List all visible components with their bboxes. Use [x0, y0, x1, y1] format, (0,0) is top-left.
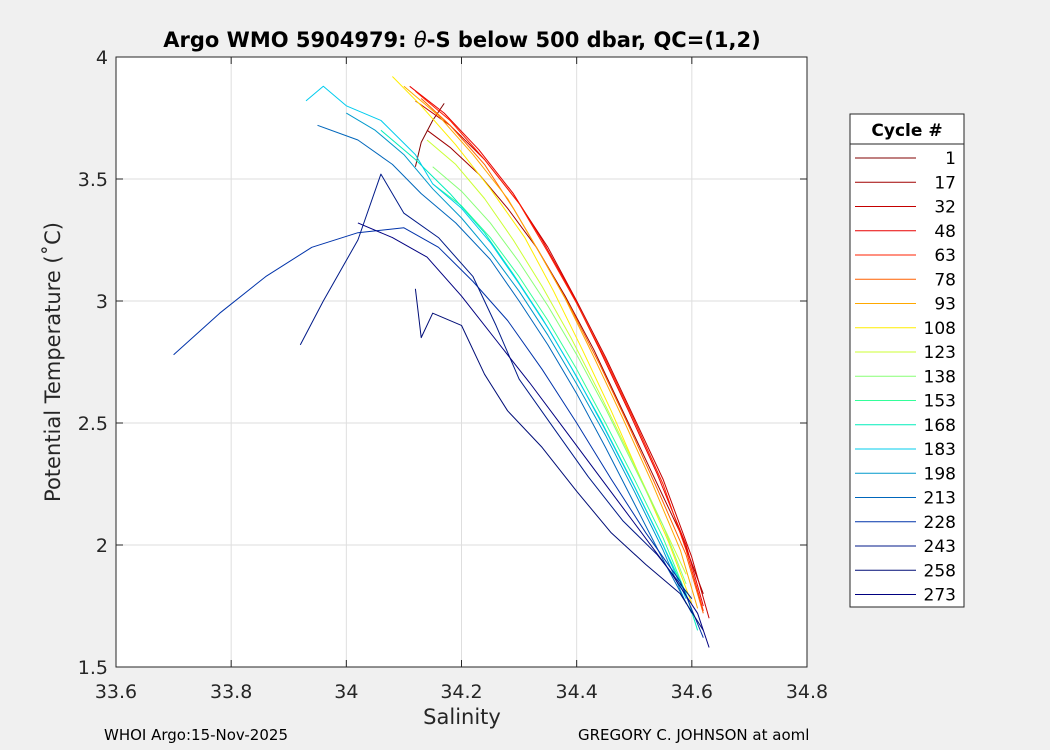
series-line-cycle-32	[415, 100, 710, 619]
series-line-cycle-63	[415, 90, 704, 612]
x-tick-label: 34.6	[671, 681, 713, 703]
x-tick-label: 34.8	[786, 681, 828, 703]
y-tick-label: 1.5	[78, 657, 108, 679]
legend-label-123: 123	[924, 343, 956, 363]
legend-label-32: 32	[934, 198, 956, 218]
y-axis-label: Potential Temperature (˚C)	[41, 222, 65, 502]
series-line-cycle-213	[317, 124, 693, 614]
legend-label-138: 138	[924, 367, 956, 387]
footer-right: GREGORY C. JOHNSON at aoml	[578, 726, 810, 744]
legend-label-228: 228	[924, 513, 956, 533]
series-line-cycle-17	[426, 129, 704, 594]
legend-label-273: 273	[924, 586, 956, 606]
x-axis-label: Salinity	[423, 705, 501, 729]
series-line-cycle-48	[409, 85, 704, 607]
legend-label-183: 183	[924, 440, 956, 460]
series-line-cycle-228	[173, 227, 704, 638]
legend-label-48: 48	[934, 222, 956, 242]
legend-box	[849, 113, 965, 608]
legend-label-213: 213	[924, 489, 956, 509]
chart-title: Argo WMO 5904979: θ-S below 500 dbar, QC…	[163, 28, 760, 52]
series-group	[173, 76, 710, 648]
x-tick-label: 34.2	[440, 681, 482, 703]
x-ticks: 33.6 33.8 34 34.2 34.4 34.6 34.8	[95, 57, 828, 703]
legend-label-93: 93	[934, 295, 956, 315]
legend-label-17: 17	[934, 173, 956, 193]
series-line-cycle-93	[403, 85, 699, 609]
series-line-cycle-258	[414, 288, 704, 631]
legend-title: Cycle #	[871, 121, 942, 141]
series-line-cycle-198	[346, 112, 687, 604]
series-line-cycle-243	[299, 173, 693, 600]
y-tick-label: 3	[96, 291, 108, 313]
x-tick-label: 34.4	[556, 681, 598, 703]
legend-label-63: 63	[934, 246, 956, 266]
footer-left: WHOI Argo:15-Nov-2025	[104, 726, 288, 744]
series-line-cycle-78	[420, 98, 704, 614]
series-line-cycle-153	[432, 183, 687, 594]
x-tick-label: 33.8	[210, 681, 252, 703]
y-tick-label: 4	[96, 47, 108, 69]
x-tick-label: 34	[334, 681, 358, 703]
legend-label-78: 78	[934, 270, 956, 290]
legend-label-1: 1	[945, 149, 956, 169]
series-line-cycle-273	[357, 222, 710, 648]
legend-label-258: 258	[924, 561, 956, 581]
series-line-cycle-1	[414, 103, 445, 167]
series-line-cycle-123	[426, 139, 687, 575]
x-tick-label: 33.6	[95, 681, 137, 703]
y-ticks: 1.5 2 2.5 3 3.5 4	[78, 47, 807, 679]
y-tick-label: 2	[96, 535, 108, 557]
y-tick-label: 3.5	[78, 169, 108, 191]
legend-label-243: 243	[924, 537, 956, 557]
legend: Cycle # 11732486378931081231381531681831…	[849, 113, 965, 608]
series-line-cycle-183	[305, 85, 687, 599]
legend-items: 1 17 32 48 63 78 93 108 123 138 153 168 183 198 213 228…	[855, 149, 956, 606]
legend-label-168: 168	[924, 416, 956, 436]
y-tick-label: 2.5	[78, 413, 108, 435]
series-line-cycle-138	[432, 166, 687, 585]
legend-label-198: 198	[924, 464, 956, 484]
legend-label-108: 108	[924, 319, 956, 339]
legend-label-153: 153	[924, 392, 956, 412]
